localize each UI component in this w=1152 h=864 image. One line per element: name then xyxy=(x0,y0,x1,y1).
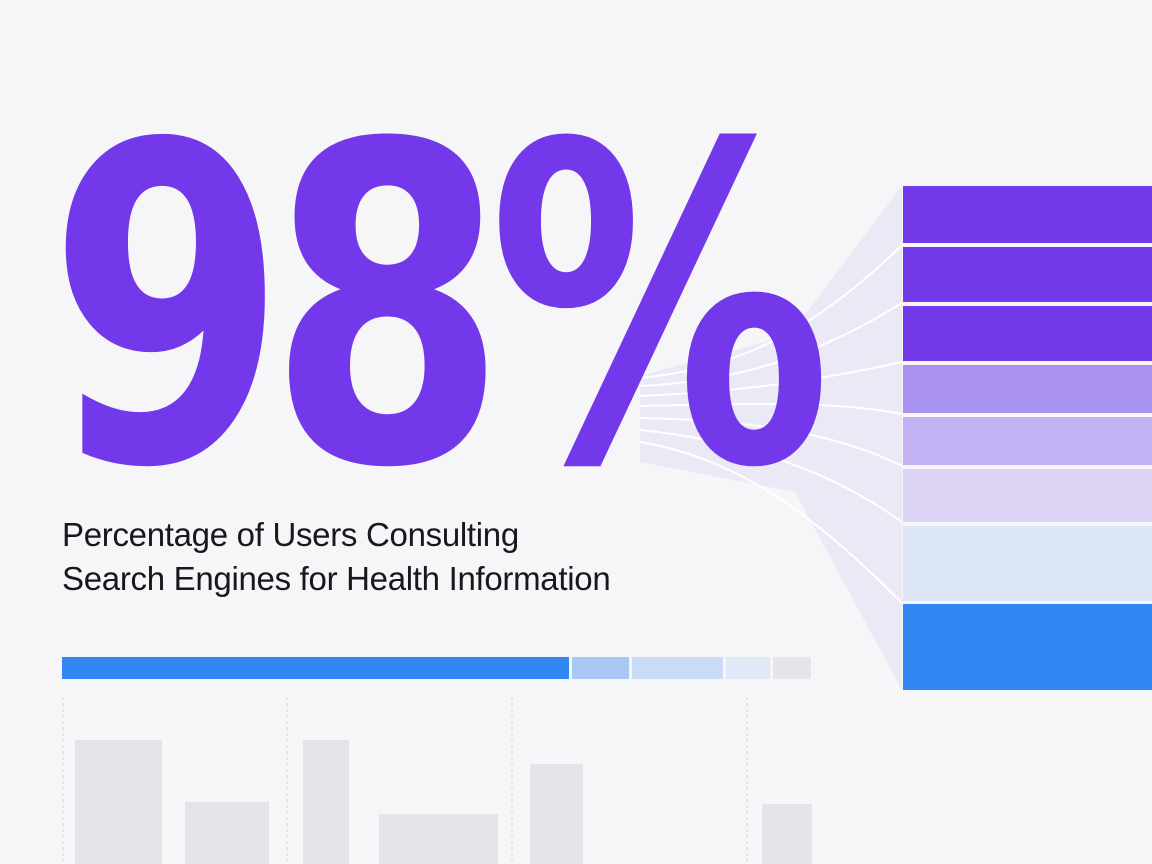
stack-segment xyxy=(903,306,1152,361)
stack-segment xyxy=(903,417,1152,465)
ghost-bar xyxy=(379,814,498,864)
progress-strip xyxy=(62,657,811,679)
stat-value: 98% xyxy=(48,52,832,564)
stack-segment xyxy=(903,247,1152,302)
ghost-bars xyxy=(75,740,812,864)
progress-segment xyxy=(632,657,723,679)
stat-caption-line-2: Search Engines for Health Information xyxy=(62,560,611,597)
stat-caption-line-1: Percentage of Users Consulting xyxy=(62,516,519,553)
stack-segment xyxy=(903,186,1152,243)
stack-segment xyxy=(903,604,1152,690)
ghost-bar xyxy=(762,804,812,864)
fan-lines xyxy=(639,244,903,604)
progress-segment xyxy=(773,657,811,679)
stack-segment xyxy=(903,365,1152,413)
guide-lines xyxy=(62,697,748,864)
stack-segment xyxy=(903,526,1152,601)
progress-segment xyxy=(726,657,770,679)
stat-caption: Percentage of Users Consulting Search En… xyxy=(62,513,702,601)
progress-segment xyxy=(572,657,629,679)
ghost-bar xyxy=(185,802,269,864)
ghost-bar xyxy=(530,764,583,864)
fan-wedge xyxy=(640,186,902,690)
ghost-bar xyxy=(75,740,162,864)
progress-segment-main xyxy=(62,657,569,679)
stack-segment xyxy=(903,469,1152,522)
stacked-bars xyxy=(903,186,1152,690)
ghost-bar xyxy=(303,740,349,864)
